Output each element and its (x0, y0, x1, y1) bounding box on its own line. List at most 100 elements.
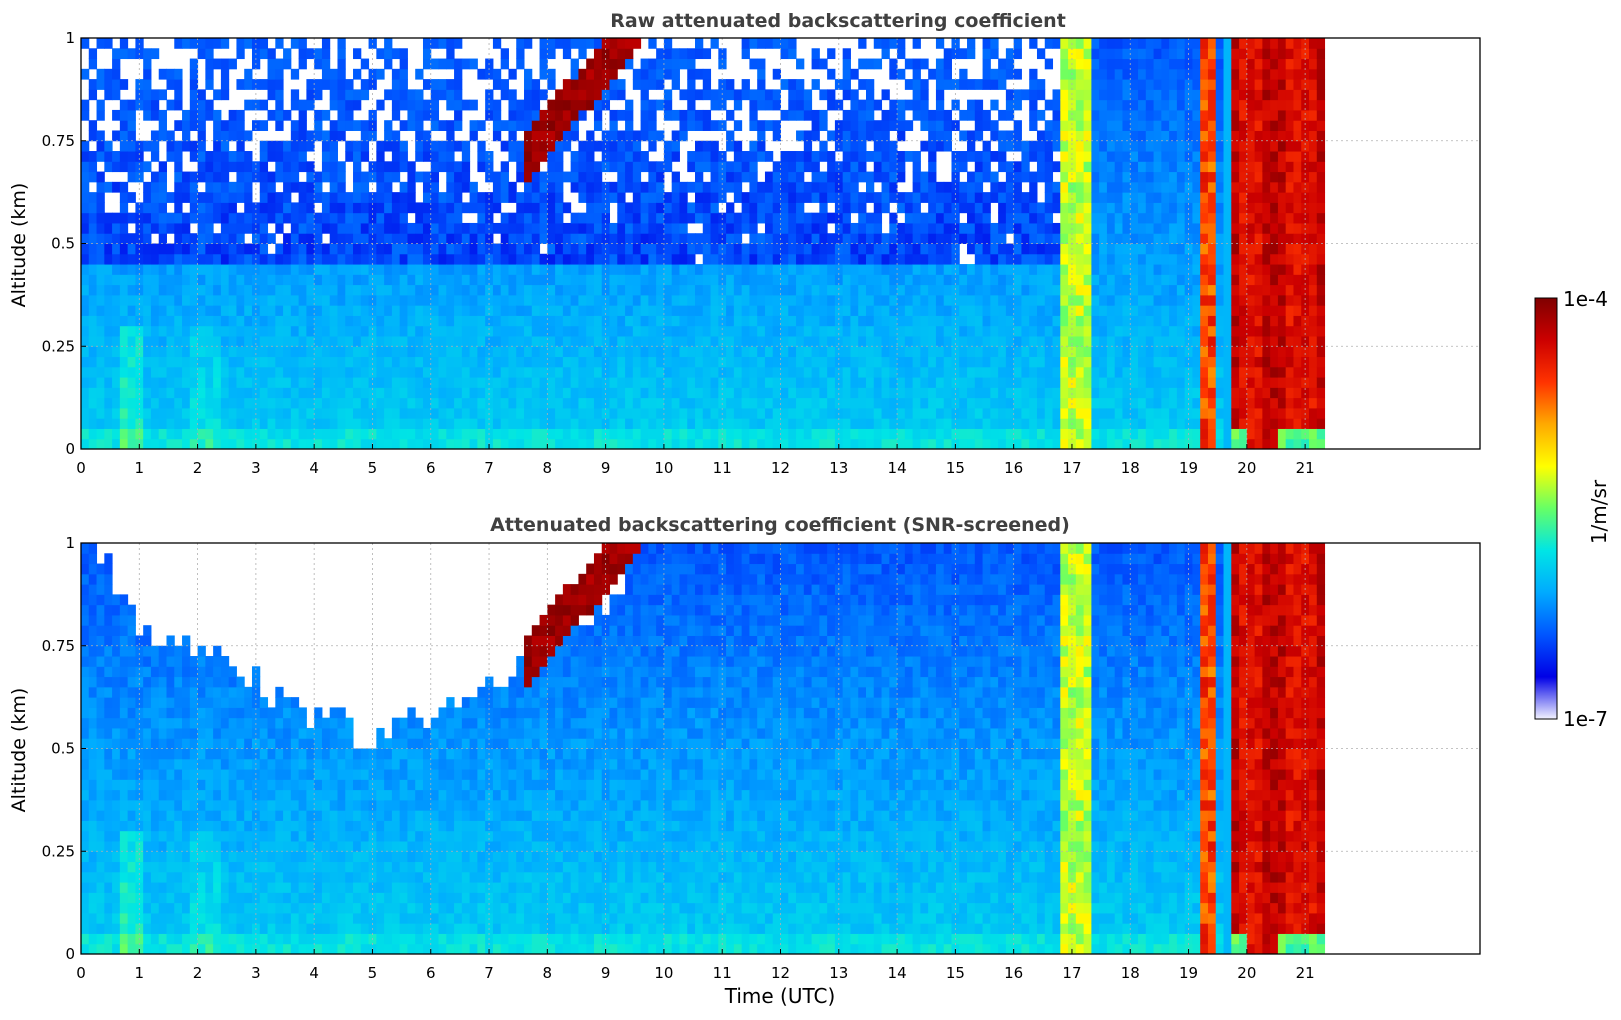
heatmap-cell (625, 356, 634, 368)
heatmap-cell (430, 120, 440, 131)
heatmap-cell (562, 428, 572, 440)
heatmap-cell (275, 284, 284, 296)
heatmap-cell (570, 212, 579, 224)
heatmap-cell (469, 58, 478, 70)
heatmap-cell (1153, 58, 1162, 70)
heatmap-cell (858, 140, 867, 152)
heatmap-cell (516, 387, 525, 399)
heatmap-cell (1021, 387, 1030, 399)
heatmap-cell (920, 407, 929, 419)
heatmap-cell (632, 202, 642, 214)
heatmap-cell (337, 222, 346, 234)
heatmap-cell (1130, 356, 1139, 368)
heatmap-cell (912, 315, 921, 327)
heatmap-cell (220, 38, 230, 49)
heatmap-cell (430, 346, 440, 358)
heatmap-cell (446, 89, 455, 101)
heatmap-cell (430, 418, 440, 429)
heatmap-cell (1176, 192, 1186, 203)
heatmap-cell (990, 151, 999, 162)
heatmap-cell (399, 68, 408, 80)
heatmap-cell (741, 171, 750, 183)
heatmap-cell (710, 264, 719, 275)
heatmap-cell (259, 387, 269, 399)
heatmap-cell (990, 325, 999, 337)
heatmap-cell (772, 366, 781, 378)
heatmap-cell (524, 68, 533, 80)
heatmap-cell (656, 161, 665, 173)
heatmap-cell (228, 305, 237, 316)
heatmap-cell (298, 305, 307, 316)
heatmap-cell (244, 407, 253, 419)
heatmap-cell (127, 233, 136, 244)
heatmap-cell (1161, 325, 1170, 337)
heatmap-cell (1052, 366, 1061, 378)
heatmap-cell (1106, 356, 1116, 368)
heatmap-cell (827, 397, 836, 409)
heatmap-cell (935, 284, 945, 296)
heatmap-cell (928, 418, 937, 429)
heatmap-cell (834, 366, 844, 378)
heatmap-cell (399, 377, 408, 388)
heatmap-cell (314, 315, 323, 327)
heatmap-cell (88, 192, 98, 203)
heatmap-cell (928, 366, 937, 378)
heatmap-cell (671, 284, 680, 296)
heatmap-cell (695, 274, 704, 286)
heatmap-cell (321, 366, 331, 378)
heatmap-cell (920, 294, 929, 306)
heatmap-cell (430, 407, 440, 419)
heatmap-cell (104, 366, 113, 378)
heatmap-cell (298, 58, 307, 70)
heatmap-cell (1075, 418, 1085, 429)
heatmap-cell (205, 79, 214, 90)
heatmap-cell (376, 171, 385, 183)
heatmap-cell (679, 89, 688, 101)
heatmap-cell (967, 305, 976, 316)
heatmap-cell (578, 315, 587, 327)
heatmap-cell (88, 315, 98, 327)
heatmap-cell (586, 243, 595, 255)
heatmap-cell (104, 438, 113, 450)
heatmap-cell (150, 192, 160, 203)
heatmap-cell (1052, 325, 1061, 337)
heatmap-cell (283, 58, 292, 70)
heatmap-cell (695, 202, 704, 214)
heatmap-cell (422, 264, 432, 275)
heatmap-cell (158, 264, 167, 275)
heatmap-cell (275, 243, 284, 255)
heatmap-cell (454, 181, 463, 193)
heatmap-cell (1029, 212, 1038, 224)
heatmap-cell (1021, 202, 1030, 214)
heatmap-cell (1145, 438, 1155, 450)
heatmap-cell (780, 202, 789, 214)
heatmap-cell (166, 222, 175, 234)
heatmap-cell (1075, 181, 1085, 193)
heatmap-cell (329, 274, 338, 286)
heatmap-cell (1099, 192, 1108, 203)
heatmap-cell (174, 366, 183, 378)
heatmap-cell (640, 377, 649, 388)
heatmap-cell (702, 284, 712, 296)
heatmap-cell (306, 99, 315, 111)
heatmap-cell (384, 130, 393, 142)
heatmap-cell (1036, 356, 1046, 368)
heatmap-cell (726, 325, 735, 337)
heatmap-cell (772, 325, 781, 337)
heatmap-cell (1099, 120, 1108, 131)
heatmap-cell (671, 356, 680, 368)
heatmap-cell (796, 438, 805, 450)
heatmap-cell (197, 346, 206, 358)
heatmap-cell (1075, 253, 1085, 265)
heatmap-cell (127, 346, 136, 358)
heatmap-cell (244, 151, 253, 162)
heatmap-cell (609, 264, 618, 275)
heatmap-cell (539, 377, 548, 388)
heatmap-cell (1013, 366, 1022, 378)
heatmap-cell (368, 335, 377, 347)
heatmap-cell (943, 335, 952, 347)
heatmap-cell (780, 335, 789, 347)
heatmap-cell (609, 356, 618, 368)
heatmap-cell (1005, 346, 1015, 358)
heatmap-cell (127, 325, 136, 337)
